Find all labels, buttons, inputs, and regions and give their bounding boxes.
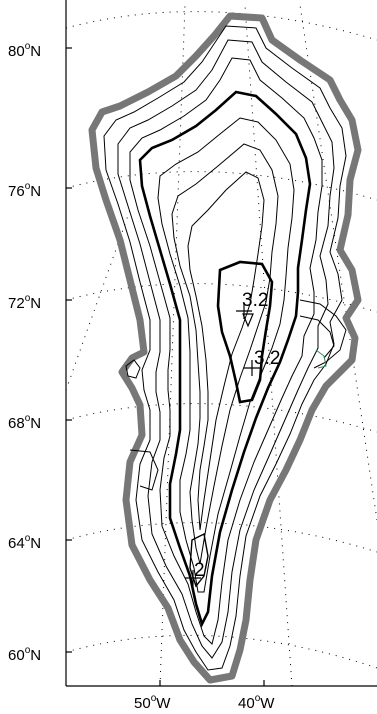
contour-summit (216, 260, 274, 404)
graticule-lon-50w (159, 4, 186, 687)
elevation-contours (88, 12, 362, 684)
lon-label-50w: 50oW (134, 693, 171, 712)
station-marker-triangle (242, 313, 254, 328)
contour-3 (129, 57, 323, 645)
contour-thick-2 (138, 90, 312, 628)
station-markers (185, 303, 260, 586)
contour-west-inlet (129, 449, 159, 491)
station-marker-cross-2 (244, 360, 260, 376)
contour-2 (117, 39, 335, 659)
coastline (88, 12, 362, 684)
contour-east-a (299, 299, 347, 369)
contour-west-island (125, 359, 141, 379)
station-marker-cross-3 (185, 570, 201, 586)
lat-label-68n: 68oN (8, 413, 41, 432)
contour-label-summit-2: 3.2 (254, 348, 280, 369)
lat-label-72n: 72oN (8, 293, 41, 312)
lat-label-64n: 64oN (8, 533, 41, 552)
contour-east-b (299, 315, 335, 359)
contour-label-south: 2 (194, 560, 205, 581)
graticule (65, 4, 377, 687)
contour-east-green (315, 349, 327, 369)
axes-frame (65, 0, 377, 687)
contour-6 (171, 143, 279, 565)
contour-1 (103, 25, 347, 671)
graticule-lat-68 (65, 403, 377, 433)
contour-label-summit-1: 3.2 (242, 290, 268, 311)
lat-label-76n: 76oN (8, 181, 41, 200)
graticule-lat-72 (65, 283, 377, 313)
lon-label-40w: 40oW (238, 693, 275, 712)
graticule-lat-60 (65, 634, 377, 669)
lat-label-60n: 60oN (8, 645, 41, 664)
lat-label-80n: 80oN (8, 41, 41, 60)
contour-7 (187, 171, 265, 531)
contour-5 (157, 117, 295, 593)
contour-south (189, 532, 209, 588)
